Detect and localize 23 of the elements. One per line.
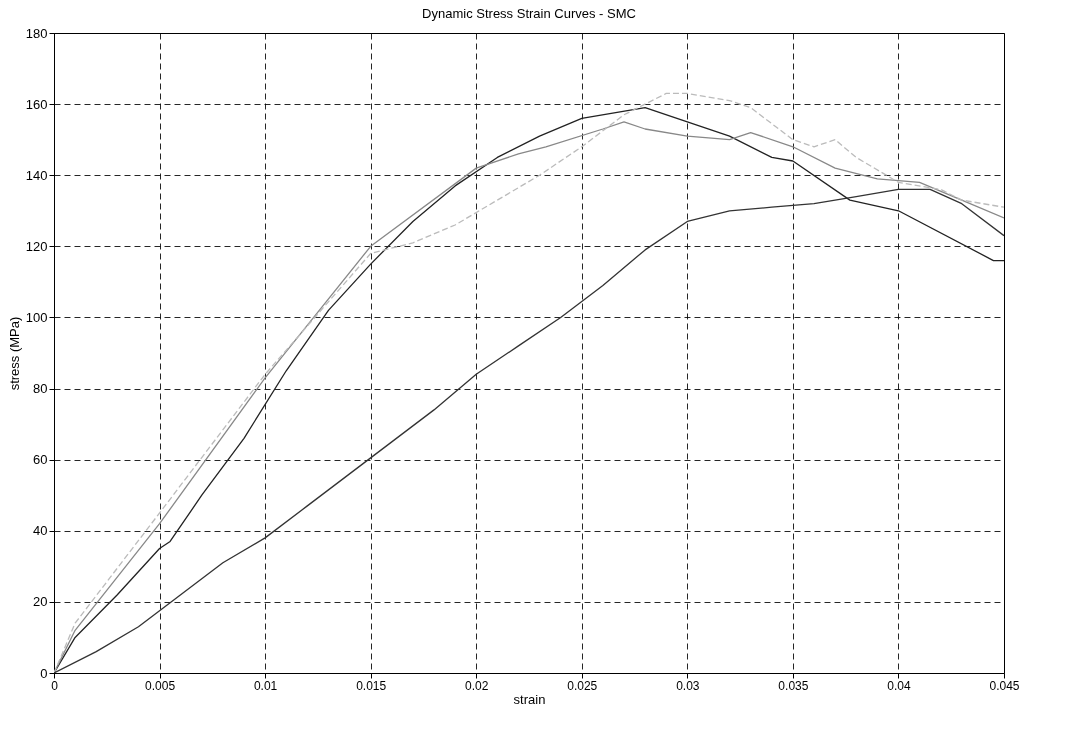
x-tick-label: 0.015 bbox=[356, 678, 387, 693]
x-tick-label: 0.04 bbox=[887, 678, 911, 693]
x-tick-label: 0.01 bbox=[253, 678, 278, 693]
x-tick-label: 0.005 bbox=[145, 678, 176, 693]
y-axis-title: stress (MPa) bbox=[6, 316, 22, 391]
x-tick-label: 0.025 bbox=[567, 678, 598, 693]
x-tick-label: 0.03 bbox=[676, 678, 700, 693]
y-tick-label: 20 bbox=[33, 594, 48, 610]
x-tick-label: 0.035 bbox=[778, 678, 809, 693]
y-tick-label: 40 bbox=[33, 523, 48, 539]
x-tick-label: 0.02 bbox=[465, 678, 489, 693]
y-tick-label: 0 bbox=[40, 665, 48, 681]
chart-title: Dynamic Stress Strain Curves - SMC bbox=[422, 6, 636, 21]
y-tick-label: 80 bbox=[33, 381, 48, 397]
y-tick-label: 60 bbox=[33, 452, 48, 468]
x-axis-title: strain bbox=[513, 691, 546, 707]
y-tick-label: 100 bbox=[25, 309, 48, 325]
y-tick-label: 160 bbox=[25, 96, 48, 112]
y-tick-label: 120 bbox=[25, 238, 48, 254]
y-tick-label: 140 bbox=[25, 167, 48, 183]
x-tick-label: 0 bbox=[51, 678, 59, 693]
x-tick-label: 0.045 bbox=[989, 678, 1020, 693]
y-tick-label: 180 bbox=[25, 25, 48, 41]
